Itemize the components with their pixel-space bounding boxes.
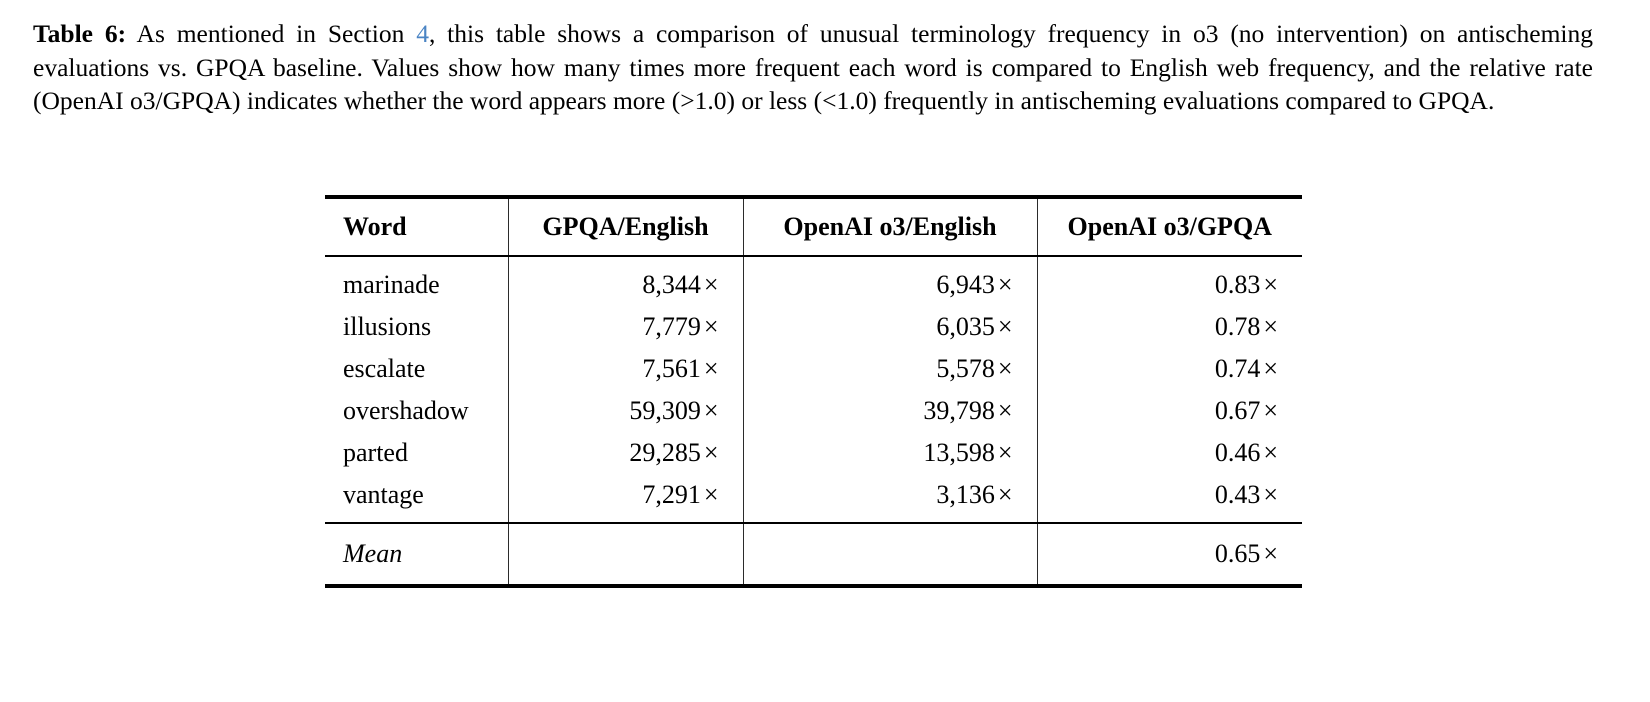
cell-value: 13,598	[923, 438, 995, 467]
times-symbol: ×	[703, 438, 719, 467]
cell-o3-english: 39,798 ×	[742, 390, 1037, 432]
cell-o3-english: 6,943 ×	[742, 256, 1037, 306]
times-symbol: ×	[1263, 539, 1278, 568]
mean-cell-o3-gpqa: 0.65 ×	[1036, 522, 1302, 588]
cell-word: vantage	[343, 480, 424, 509]
terminology-frequency-table: Word GPQA/English OpenAI o3/English Open…	[325, 195, 1302, 588]
table-row: vantage 7,291 × 3,136 × 0.43 ×	[325, 474, 1302, 523]
cell-o3-english: 6,035 ×	[742, 306, 1037, 348]
times-symbol: ×	[1263, 438, 1278, 467]
cell-value: 29,285	[629, 438, 701, 467]
cell-value: 0.46	[1214, 438, 1261, 467]
times-symbol: ×	[703, 480, 719, 509]
cell-value: 8,344	[642, 270, 701, 299]
cell-o3-gpqa: 0.67 ×	[1036, 390, 1302, 432]
cell-o3-english: 5,578 ×	[742, 348, 1037, 390]
cell-value: 6,943	[936, 270, 995, 299]
times-symbol: ×	[1263, 270, 1278, 299]
cell-word: parted	[343, 438, 408, 467]
cell-o3-gpqa: 0.74 ×	[1036, 348, 1302, 390]
times-symbol: ×	[997, 312, 1013, 341]
times-symbol: ×	[997, 270, 1013, 299]
cell-gpqa-english: 29,285 ×	[507, 432, 743, 474]
times-symbol: ×	[997, 480, 1013, 509]
times-symbol: ×	[1263, 312, 1278, 341]
cell-value: 7,561	[642, 354, 701, 383]
cell-value: 39,798	[923, 396, 995, 425]
cell-gpqa-english: 8,344 ×	[507, 256, 743, 306]
times-symbol: ×	[703, 312, 719, 341]
table-row: escalate 7,561 × 5,578 × 0.74 ×	[325, 348, 1302, 390]
times-symbol: ×	[703, 354, 719, 383]
cell-gpqa-english: 7,291 ×	[507, 474, 743, 523]
cell-word: overshadow	[343, 396, 469, 425]
table-row: marinade 8,344 × 6,943 × 0.83 ×	[325, 256, 1302, 306]
cell-value: 6,035	[936, 312, 995, 341]
times-symbol: ×	[997, 438, 1013, 467]
times-symbol: ×	[1263, 480, 1278, 509]
cell-o3-gpqa: 0.46 ×	[1036, 432, 1302, 474]
cell-gpqa-english: 59,309 ×	[507, 390, 743, 432]
section-4-link[interactable]: 4	[416, 19, 429, 48]
header-row: Word GPQA/English OpenAI o3/English Open…	[325, 195, 1302, 257]
header-gpqa-english: GPQA/English	[507, 195, 743, 257]
table-row: overshadow 59,309 × 39,798 × 0.67 ×	[325, 390, 1302, 432]
caption-text-before-link: As mentioned in Section	[126, 19, 417, 48]
caption-label: Table 6:	[33, 19, 127, 48]
times-symbol: ×	[1263, 396, 1278, 425]
mean-cell-empty-gpqa-english	[507, 522, 743, 588]
table-row: parted 29,285 × 13,598 × 0.46 ×	[325, 432, 1302, 474]
cell-word: marinade	[343, 270, 440, 299]
cell-word: illusions	[343, 312, 432, 341]
times-symbol: ×	[997, 396, 1013, 425]
caption-text-after-link: , this table shows a comparison of unusu…	[33, 19, 1593, 116]
cell-o3-gpqa: 0.83 ×	[1036, 256, 1302, 306]
cell-value: 3,136	[936, 480, 995, 509]
cell-value: 0.74	[1214, 354, 1261, 383]
mean-label: Mean	[325, 522, 508, 588]
times-symbol: ×	[703, 396, 719, 425]
table-row: illusions 7,779 × 6,035 × 0.78 ×	[325, 306, 1302, 348]
cell-o3-english: 13,598 ×	[742, 432, 1037, 474]
cell-o3-gpqa: 0.78 ×	[1036, 306, 1302, 348]
times-symbol: ×	[703, 270, 719, 299]
cell-value: 0.65	[1214, 539, 1261, 568]
header-word: Word	[325, 195, 508, 257]
table-caption: Table 6: As mentioned in Section 4, this…	[33, 17, 1593, 118]
cell-value: 7,291	[642, 480, 701, 509]
cell-o3-english: 3,136 ×	[742, 474, 1037, 523]
cell-word: escalate	[343, 354, 426, 383]
header-openai-o3-gpqa: OpenAI o3/GPQA	[1036, 195, 1302, 257]
cell-value: 0.43	[1214, 480, 1261, 509]
times-symbol: ×	[997, 354, 1013, 383]
cell-gpqa-english: 7,779 ×	[507, 306, 743, 348]
cell-o3-gpqa: 0.43 ×	[1036, 474, 1302, 523]
mean-cell-empty-o3-english	[742, 522, 1037, 588]
cell-value: 5,578	[936, 354, 995, 383]
mean-row: Mean 0.65 ×	[325, 522, 1302, 588]
cell-value: 7,779	[642, 312, 701, 341]
cell-value: 0.83	[1214, 270, 1261, 299]
times-symbol: ×	[1263, 354, 1278, 383]
cell-value: 59,309	[629, 396, 701, 425]
cell-value: 0.78	[1214, 312, 1261, 341]
cell-gpqa-english: 7,561 ×	[507, 348, 743, 390]
header-openai-o3-english: OpenAI o3/English	[742, 195, 1037, 257]
cell-value: 0.67	[1214, 396, 1261, 425]
